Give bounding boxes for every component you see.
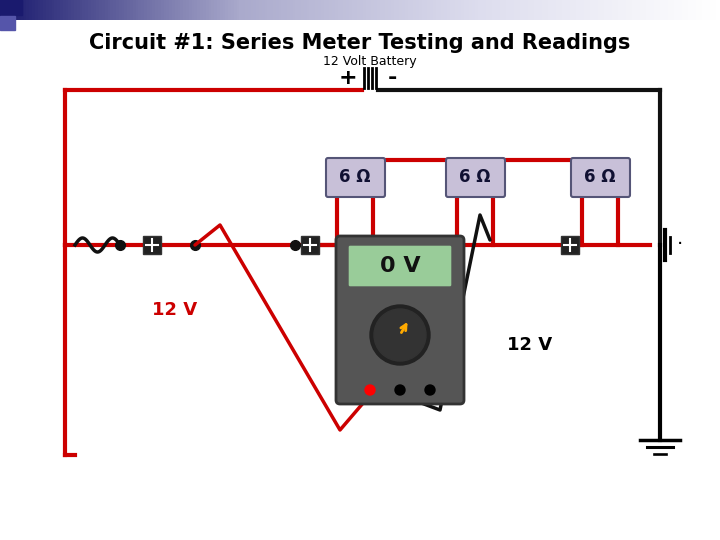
Circle shape xyxy=(395,385,405,395)
Text: 6 Ω: 6 Ω xyxy=(339,168,371,186)
Text: 12 V: 12 V xyxy=(508,336,552,354)
Text: +: + xyxy=(338,68,357,88)
Text: ·: · xyxy=(677,235,683,254)
Circle shape xyxy=(370,305,430,365)
Text: 6 Ω: 6 Ω xyxy=(459,168,491,186)
FancyBboxPatch shape xyxy=(571,158,630,197)
Text: 12 Volt Battery: 12 Volt Battery xyxy=(323,56,417,69)
Circle shape xyxy=(374,309,426,361)
Bar xyxy=(0,0,22,15)
FancyBboxPatch shape xyxy=(326,158,385,197)
Text: Circuit #1: Series Meter Testing and Readings: Circuit #1: Series Meter Testing and Rea… xyxy=(89,33,631,53)
Text: 12 V: 12 V xyxy=(153,301,197,319)
Bar xyxy=(0,16,15,30)
Circle shape xyxy=(425,385,435,395)
FancyBboxPatch shape xyxy=(421,236,439,254)
Text: 6 Ω: 6 Ω xyxy=(584,168,616,186)
Text: 0 V: 0 V xyxy=(379,256,420,276)
FancyBboxPatch shape xyxy=(336,236,464,404)
FancyBboxPatch shape xyxy=(561,236,579,254)
FancyBboxPatch shape xyxy=(348,245,452,287)
FancyBboxPatch shape xyxy=(301,236,319,254)
FancyBboxPatch shape xyxy=(446,158,505,197)
Circle shape xyxy=(365,385,375,395)
Text: -: - xyxy=(387,68,397,88)
FancyBboxPatch shape xyxy=(143,236,161,254)
